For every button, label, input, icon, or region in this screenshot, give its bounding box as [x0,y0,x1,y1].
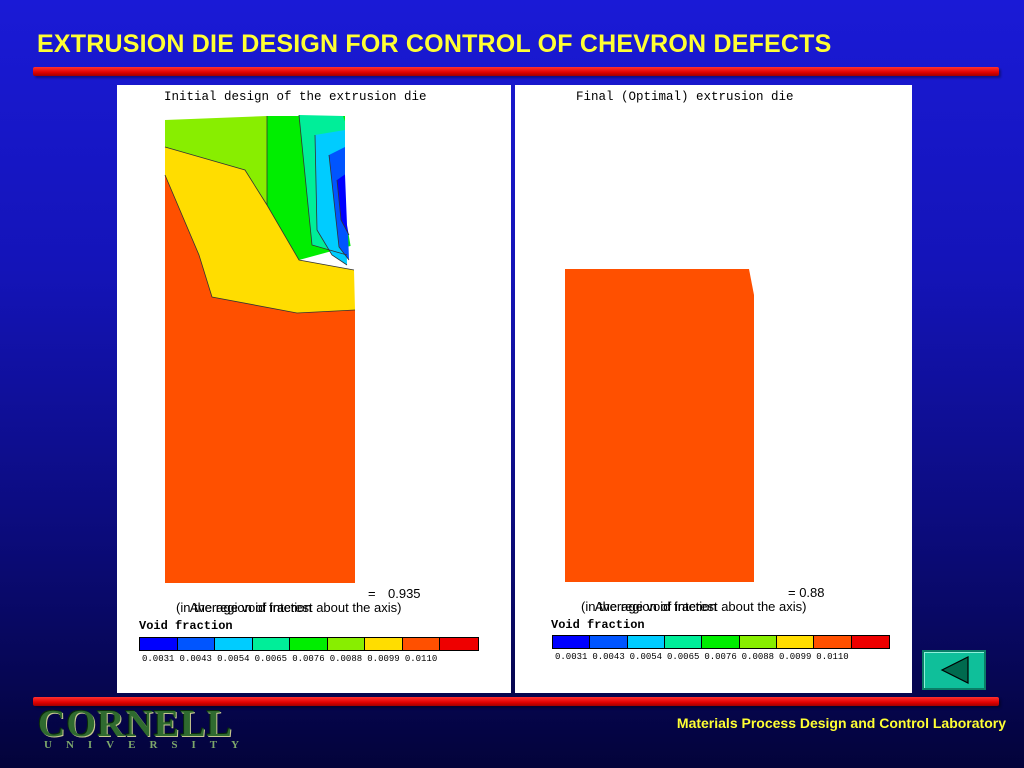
colorbar-swatch [365,638,403,650]
cornell-logo-subtext: UNIVERSITY [44,739,254,751]
initial-region-note: (in the region of interest about the axi… [176,600,402,615]
colorbar-swatch [702,636,740,648]
colorbar-swatch [440,638,478,650]
initial-average-label: Average void fraction [189,600,312,615]
final-average-equals-value: = 0.88 [788,585,825,600]
colorbar-swatch [140,638,178,650]
colorbar-swatch [739,636,777,648]
slide-title: EXTRUSION DIE DESIGN FOR CONTROL OF CHEV… [37,30,832,58]
contour-region-0099-yellow [165,147,355,313]
colorbar-swatch [814,636,852,648]
colorbar-tick-label: 0.0054 [217,654,250,664]
final-design-contour-plot [565,269,754,582]
final-region-0110-orange [565,269,754,582]
back-button[interactable] [922,650,986,690]
colorbar-tick-label: 0.0076 [704,652,737,662]
initial-void-fraction-label: Void fraction [139,619,233,633]
colorbar-tick-label: 0.0088 [329,654,363,664]
contour-region-0110-orange [165,175,355,583]
initial-void-colorbar-ticks: 0.0031 0.0043 0.0054 0.0065 0.0076 0.0088 0.00… [142,654,438,664]
final-design-panel: Final (Optimal) extrusion die Average vo… [515,85,912,693]
colorbar-tick-label: 0.0076 [292,654,325,664]
colorbar-tick-label: 0.0110 [404,654,438,664]
bottom-divider-bar [33,697,999,706]
initial-design-title: Initial design of the extrusion die [164,90,427,104]
contour-border-g [336,179,350,236]
triangle-left-icon [940,656,969,684]
initial-average-equals: = [368,586,376,601]
contour-border-b [164,174,356,314]
colorbar-swatch [402,638,441,650]
initial-average-value: 0.935 [388,586,421,601]
initial-average-void-line: Average void fraction = 0.935 [176,587,421,657]
colorbar-swatch [627,636,665,648]
colorbar-swatch [177,638,216,650]
colorbar-tick-label: 0.0099 [367,654,400,664]
colorbar-swatch [252,638,291,650]
initial-design-panel: Initial design of the extrusion die Aver… [117,85,511,693]
final-region-note: (in the region of interest about the axi… [581,599,807,614]
colorbar-swatch [215,638,253,650]
cornell-logo-text: CORNELL [38,703,233,745]
die-white-cut [345,115,357,285]
contour-border-f [328,154,350,261]
colorbar-tick-label: 0.0031 [142,654,175,664]
colorbar-tick-label: 0.0031 [555,652,588,662]
colorbar-tick-label: 0.0054 [629,652,663,662]
final-design-title: Final (Optimal) extrusion die [576,90,794,104]
final-void-colorbar [552,635,890,649]
contour-region-0088 [165,116,267,205]
initial-void-colorbar [139,637,479,651]
colorbar-tick-label: 0.0043 [592,652,625,662]
colorbar-swatch [327,638,366,650]
final-average-void-line: Average void fraction = 0.88 [581,586,825,642]
colorbar-swatch [776,636,815,648]
colorbar-swatch [851,636,889,648]
colorbar-tick-label: 0.0099 [778,652,812,662]
cornell-logo: CORNELL UNIVERSITY [38,705,253,751]
colorbar-tick-label: 0.0110 [816,652,849,662]
final-void-colorbar-ticks: 0.0031 0.0043 0.0054 0.0065 0.0076 0.0088 0.00… [555,652,849,662]
contour-border-d [298,114,348,256]
final-average-label: Average void fraction [594,599,717,614]
lab-name: Materials Process Design and Control Lab… [676,715,1006,731]
colorbar-swatch [590,636,628,648]
final-void-fraction-label: Void fraction [551,618,645,632]
colorbar-tick-label: 0.0088 [741,652,775,662]
colorbar-swatch [664,636,703,648]
colorbar-swatch [290,638,328,650]
colorbar-tick-label: 0.0043 [179,654,212,664]
colorbar-tick-label: 0.0065 [254,654,288,664]
initial-design-contour-plot [164,114,357,583]
colorbar-tick-label: 0.0065 [666,652,700,662]
contour-border-e [314,134,348,266]
top-divider-bar [33,67,999,76]
colorbar-swatch [553,636,591,648]
